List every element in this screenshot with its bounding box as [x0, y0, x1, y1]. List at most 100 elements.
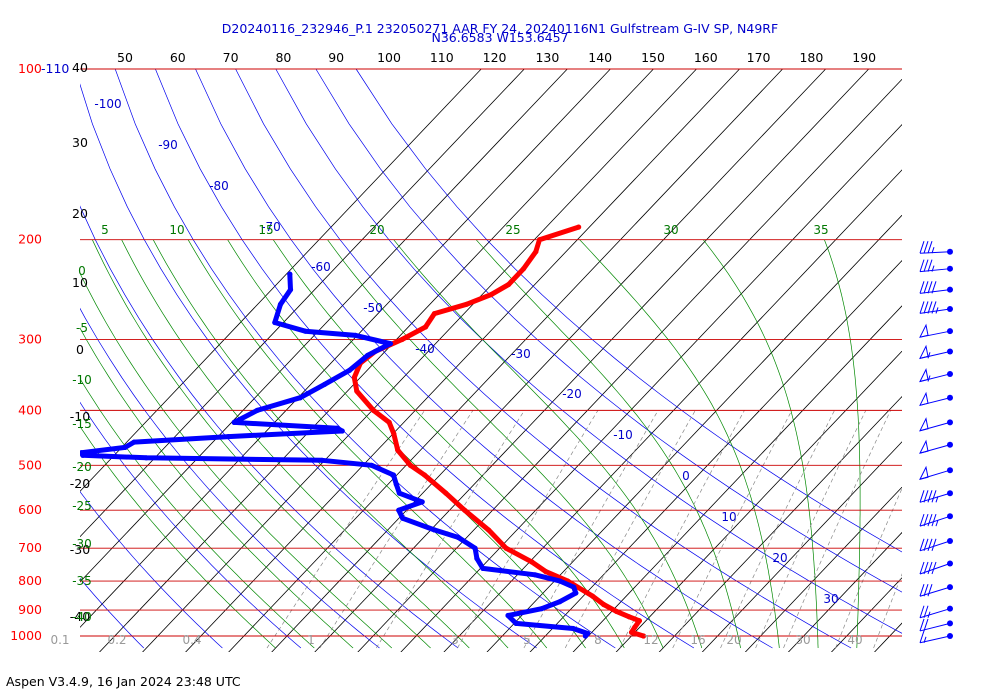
- mixing-ratio-line: [672, 410, 793, 649]
- top-temperature-tick: 120: [483, 50, 507, 65]
- mixing-ratio-label: 8: [594, 633, 602, 647]
- isotherm-line: [997, 69, 1000, 659]
- top-temperature-tick: 150: [641, 50, 665, 65]
- moist-adiabat-label: -15: [72, 417, 92, 431]
- dry-adiabat-line: [155, 68, 695, 649]
- dewpoint-trace-point: [400, 515, 406, 521]
- pressure-label: 700: [18, 540, 42, 555]
- mixing-ratio-line: [457, 410, 599, 649]
- moist-adiabat-label: 30: [663, 223, 678, 237]
- moist-adiabat-label: -25: [72, 499, 92, 513]
- moist-adiabat-line: [475, 239, 741, 649]
- dry-adiabat-line: [315, 68, 902, 593]
- wind-barb-full: [927, 490, 933, 503]
- isotherm-line: [744, 486, 902, 652]
- isotherm-line: [80, 68, 525, 538]
- wind-barb-half: [927, 375, 931, 382]
- dry-adiabat-line: [80, 577, 145, 649]
- wind-barb-full: [919, 630, 925, 643]
- temperature-trace-point: [423, 324, 429, 330]
- top-temperature-tick: 190: [852, 50, 876, 65]
- dewpoint-trace-point: [513, 620, 519, 626]
- left-temperature-tick: 30: [72, 135, 88, 150]
- moist-adiabat-label: -30: [72, 537, 92, 551]
- dewpoint-trace-point: [431, 527, 437, 533]
- moist-adiabat-label: 5: [101, 223, 109, 237]
- dewpoint-trace-point: [570, 625, 576, 632]
- dewpoint-trace-point: [364, 352, 371, 359]
- left-temperature-tick: 40: [72, 60, 88, 75]
- moist-adiabat-line: [80, 378, 315, 649]
- dry-adiabat-label: -50: [363, 301, 383, 315]
- top-temperature-tick: 140: [588, 50, 612, 65]
- temperature-trace-point: [370, 407, 377, 413]
- temperature-trace-point: [543, 569, 549, 575]
- pressure-label: 900: [18, 602, 42, 617]
- wind-barb-staff: [919, 268, 951, 273]
- wind-barbs: [919, 241, 953, 644]
- wind-barb-half: [931, 247, 935, 254]
- mixing-ratio-line: [523, 410, 659, 649]
- dewpoint-trace-point: [321, 381, 328, 388]
- temperature-trace-point: [399, 336, 405, 343]
- wind-barb-flag: [919, 391, 929, 407]
- mixing-ratio-line: [376, 410, 525, 649]
- left-temperature-tick: -20: [70, 476, 90, 491]
- wind-barb-full: [931, 490, 937, 503]
- dry-adiabat-line: [80, 491, 223, 649]
- dewpoint-trace-point: [505, 612, 511, 619]
- moist-adiabat-line: [327, 239, 664, 649]
- isotherm-line: [954, 69, 1000, 659]
- temperature-trace-point: [395, 447, 401, 453]
- wind-barb-full: [931, 561, 937, 575]
- pressure-label: 500: [18, 457, 42, 472]
- dewpoint-trace-point: [396, 490, 402, 496]
- dewpoint-trace-point: [80, 450, 84, 456]
- dewpoint-trace-point: [419, 499, 425, 505]
- wind-barb-full: [927, 281, 933, 294]
- wind-barb: [919, 584, 953, 597]
- wind-barb: [919, 618, 953, 632]
- dewpoint-trace-point: [302, 328, 308, 334]
- dewpoint-trace-point: [319, 457, 325, 463]
- temperature-trace-point: [503, 545, 509, 551]
- isotherm-line: [314, 68, 869, 652]
- isotherm-line: [357, 78, 902, 652]
- wind-barb-full: [927, 513, 933, 527]
- wind-barb-full: [927, 561, 933, 575]
- moist-adiabat-label: 10: [169, 223, 184, 237]
- mixing-ratio-label: 0.1: [50, 633, 69, 647]
- moist-adiabat-line: [393, 239, 703, 649]
- dewpoint-trace-point: [472, 545, 478, 551]
- temperature-trace-point: [533, 249, 539, 255]
- wind-barb-full: [919, 513, 925, 527]
- isotherm-line: [615, 350, 902, 652]
- temperature-trace-point: [626, 614, 632, 620]
- dewpoint-trace-point: [557, 599, 563, 605]
- top-temperature-tick: 50: [117, 50, 133, 65]
- dry-adiabat-line: [80, 83, 537, 649]
- mixing-ratio-line: [835, 487, 902, 649]
- top-temperature-tick: 60: [170, 50, 186, 65]
- wind-barb-full: [931, 513, 937, 527]
- dewpoint-trace-point: [538, 606, 545, 612]
- mixing-ratio-label: 40: [847, 633, 862, 647]
- wind-barb-staff: [919, 251, 951, 254]
- dry-adiabat-line: [355, 68, 902, 553]
- wind-barb-staff: [919, 289, 951, 294]
- isotherm-line: [874, 622, 902, 652]
- moist-adiabat-line: [80, 425, 276, 649]
- left-temperature-tick: 20: [72, 206, 88, 221]
- wind-barb-flag: [919, 344, 929, 360]
- dewpoint-trace-point: [287, 271, 293, 277]
- wind-barb-flag: [919, 465, 929, 481]
- moist-adiabat-label: -5: [76, 321, 88, 335]
- moist-adiabat-label: 15: [258, 223, 273, 237]
- wind-barb: [919, 323, 953, 338]
- mixing-ratio-line: [564, 410, 696, 649]
- dewpoint-trace-point: [455, 534, 461, 540]
- wind-barb-full: [923, 241, 929, 254]
- wind-barb: [919, 513, 953, 527]
- wind-barb-half: [935, 307, 939, 314]
